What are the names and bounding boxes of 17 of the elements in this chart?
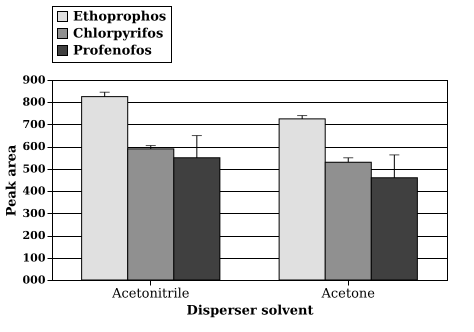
y-tick-label: 300 <box>22 206 46 220</box>
y-tick-label: 600 <box>22 140 46 154</box>
legend-label: Profenofos <box>73 44 152 58</box>
y-tick-label: 100 <box>22 251 46 264</box>
y-tick-label: 200 <box>22 229 46 242</box>
legend-label: Chlorpyrifos <box>73 26 164 42</box>
y-tick-label: 800 <box>22 96 46 109</box>
y-tick-label: 000 <box>22 274 46 286</box>
y-tick-label: 500 <box>22 162 46 176</box>
y-tick-label: 900 <box>22 74 46 86</box>
y-tick-label: 700 <box>22 118 46 131</box>
legend-label: Ethoprophos <box>73 10 166 24</box>
x-axis-title: Disperser solvent <box>186 304 314 318</box>
x-tick-label: Acetonitrile <box>111 286 190 302</box>
y-axis-title: Peak area <box>4 144 20 216</box>
x-tick-label: Acetone <box>320 286 376 302</box>
y-tick-label: 400 <box>22 184 46 198</box>
